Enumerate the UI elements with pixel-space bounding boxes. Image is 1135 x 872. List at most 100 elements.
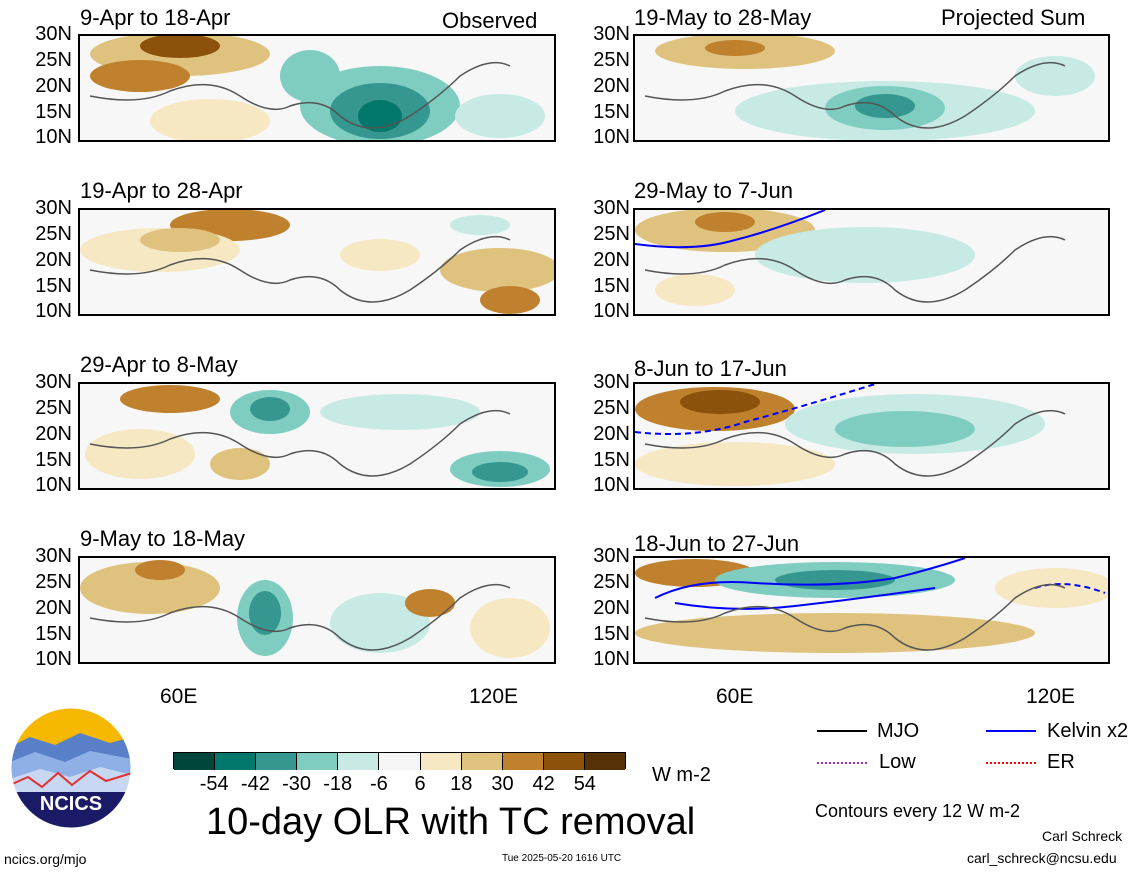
lat-label-right-row3-1: 25N — [593, 397, 630, 419]
main-title: 10-day OLR with TC removal — [206, 801, 696, 843]
lat-label-left-row1-1: 25N — [35, 49, 72, 71]
colorbar-swatch — [214, 753, 256, 770]
colorbar-tick-label: -42 — [240, 773, 270, 795]
colorbar-tick-label: -18 — [323, 773, 353, 795]
lat-label-left-row3-2: 20N — [35, 423, 72, 445]
panel-title-1: 9-Apr to 18-Apr — [80, 5, 231, 30]
lat-label-right-row4-1: 25N — [593, 571, 630, 593]
lat-label-left-row2-4: 10N — [35, 300, 72, 322]
olr-map-panel-4 — [78, 556, 556, 664]
lat-label-right-row2-4: 10N — [593, 300, 630, 322]
legend-low-label: Low — [879, 751, 916, 773]
colorbar-swatch — [337, 753, 379, 770]
lat-label-left-row2-2: 20N — [35, 249, 72, 271]
lat-label-right-row2-0: 30N — [593, 197, 630, 219]
colorbar-swatch — [460, 753, 502, 770]
colorbar-tick-label: 6 — [414, 773, 426, 795]
lat-label-right-row3-2: 20N — [593, 423, 630, 445]
olr-map-panel-5 — [633, 34, 1110, 142]
colorbar-tick-label: 30 — [491, 773, 514, 795]
colorbar-swatch — [296, 753, 338, 770]
lat-label-right-row3-4: 10N — [593, 474, 630, 496]
colorbar-swatch — [583, 753, 626, 770]
lon-label-60e-left: 60E — [160, 685, 198, 708]
colorbar-swatch — [542, 753, 584, 770]
panel-title-4: 9-May to 18-May — [80, 526, 246, 551]
lat-label-right-row3-0: 30N — [593, 371, 630, 393]
panel-title-7: 8-Jun to 17-Jun — [634, 356, 787, 381]
contour-note: Contours every 12 W m-2 — [815, 801, 1021, 821]
lat-label-left-row2-0: 30N — [35, 197, 72, 219]
legend-low-line — [817, 762, 867, 764]
colorbar-tick-label: -6 — [370, 773, 388, 795]
olr-map-panel-7 — [633, 382, 1110, 490]
lat-label-left-row4-0: 30N — [35, 545, 72, 567]
lat-label-right-row2-3: 15N — [593, 275, 630, 297]
author-name: Carl Schreck — [1042, 828, 1123, 844]
lat-label-left-row2-1: 25N — [35, 223, 72, 245]
legend-mjo-line — [817, 730, 867, 732]
panel-title-8: 18-Jun to 27-Jun — [634, 531, 800, 556]
lat-label-right-row2-1: 25N — [593, 223, 630, 245]
lat-label-left-row4-2: 20N — [35, 597, 72, 619]
legend-er-label: ER — [1047, 751, 1075, 773]
colorbar-tick-label: 54 — [573, 773, 596, 795]
colorbar-swatch — [255, 753, 297, 770]
lat-label-left-row3-4: 10N — [35, 474, 72, 496]
colorbar-tick-label: 42 — [532, 773, 555, 795]
colorbar-units: W m-2 — [652, 764, 711, 786]
lat-label-left-row3-1: 25N — [35, 397, 72, 419]
site-link[interactable]: ncics.org/mjo — [4, 851, 87, 867]
lat-label-left-row1-0: 30N — [35, 23, 72, 45]
olr-map-panel-3 — [78, 382, 556, 490]
legend-er-line — [986, 762, 1036, 764]
lat-label-right-row1-4: 10N — [593, 126, 630, 148]
colorbar-swatch — [378, 753, 420, 770]
ncics-logo: NCICS — [10, 707, 132, 829]
olr-map-panel-6 — [633, 208, 1110, 316]
colorbar-tick-label: -30 — [282, 773, 311, 795]
colorbar-swatch — [501, 753, 543, 770]
lat-label-right-row1-2: 20N — [593, 75, 630, 97]
author-email: carl_schreck@ncsu.edu — [967, 850, 1117, 866]
olr-map-panel-8 — [633, 556, 1110, 664]
lon-label-120e-left: 120E — [469, 685, 519, 708]
lat-label-left-row1-2: 20N — [35, 75, 72, 97]
olr-colorbar — [173, 752, 626, 770]
olr-map-panel-2 — [78, 208, 556, 316]
lat-label-right-row1-1: 25N — [593, 49, 630, 71]
lat-label-right-row4-0: 30N — [593, 545, 630, 567]
colorbar-swatch — [174, 753, 215, 770]
lat-label-right-row4-2: 20N — [593, 597, 630, 619]
legend-kelvin-label: Kelvin x2 — [1047, 720, 1129, 742]
lat-label-right-row4-3: 15N — [593, 623, 630, 645]
lat-label-left-row4-4: 10N — [35, 648, 72, 670]
lat-label-right-row4-4: 10N — [593, 648, 630, 670]
panel-title-6: 29-May to 7-Jun — [634, 178, 793, 203]
olr-map-panel-1 — [78, 34, 556, 142]
observed-label: Observed — [442, 8, 538, 33]
lat-label-left-row1-4: 10N — [35, 126, 72, 148]
timestamp: Tue 2025-05-20 1616 UTC — [502, 853, 622, 864]
panel-title-2: 19-Apr to 28-Apr — [80, 178, 243, 203]
logo-text: NCICS — [39, 793, 103, 815]
legend-mjo-label: MJO — [877, 720, 920, 742]
lon-label-120e-right: 120E — [1026, 685, 1076, 708]
lat-label-left-row3-0: 30N — [35, 371, 72, 393]
lat-label-left-row1-3: 15N — [35, 101, 72, 123]
colorbar-swatch — [419, 753, 461, 770]
lat-label-right-row1-0: 30N — [593, 23, 630, 45]
projected-sum-label: Projected Sum — [941, 5, 1086, 30]
legend-kelvin-line — [986, 730, 1036, 732]
lat-label-left-row4-3: 15N — [35, 623, 72, 645]
lat-label-right-row1-3: 15N — [593, 101, 630, 123]
colorbar-tick-label: -54 — [199, 773, 229, 795]
lon-label-60e-right: 60E — [716, 685, 754, 708]
lat-label-left-row4-1: 25N — [35, 571, 72, 593]
panel-title-3: 29-Apr to 8-May — [80, 352, 238, 377]
lat-label-left-row2-3: 15N — [35, 275, 72, 297]
colorbar-tick-label: 18 — [450, 773, 473, 795]
lat-label-left-row3-3: 15N — [35, 449, 72, 471]
lat-label-right-row2-2: 20N — [593, 249, 630, 271]
panel-title-5: 19-May to 28-May — [634, 5, 812, 30]
